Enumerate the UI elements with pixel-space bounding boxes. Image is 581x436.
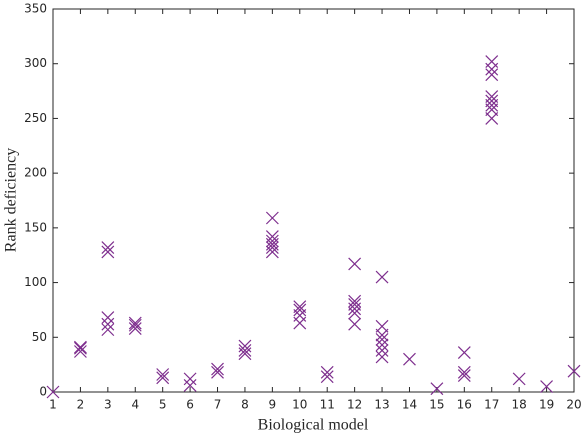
- x-tick-label: 5: [159, 398, 167, 412]
- marker: [348, 294, 362, 308]
- marker: [430, 382, 444, 396]
- marker: [375, 338, 389, 352]
- marker: [320, 370, 334, 384]
- marker: [46, 385, 60, 399]
- marker: [375, 333, 389, 346]
- x-tick-label: 6: [186, 398, 194, 412]
- y-axis-label: Rank deficiency: [3, 148, 20, 252]
- y-tick-label: 100: [24, 275, 47, 289]
- x-tick-label: 7: [214, 398, 222, 412]
- x-tick-label: 18: [512, 398, 527, 412]
- marker: [348, 317, 362, 331]
- plot-frame: [52, 8, 575, 393]
- x-tick-label: 17: [484, 398, 499, 412]
- x-tick-label: 11: [320, 398, 335, 412]
- x-tick-label: 14: [402, 398, 417, 412]
- marker: [238, 343, 252, 357]
- y-tick-label: 150: [24, 220, 47, 234]
- marker: [293, 300, 307, 314]
- y-tick-label: 250: [24, 111, 47, 125]
- marker: [348, 298, 362, 311]
- marker: [128, 322, 142, 335]
- marker: [485, 55, 499, 68]
- x-tick-label: 16: [457, 398, 472, 412]
- x-tick-label: 9: [269, 398, 277, 412]
- x-tick-label: 2: [77, 398, 85, 412]
- marker: [156, 368, 170, 381]
- y-tick-label: 350: [24, 2, 47, 16]
- y-tick-label: 50: [32, 330, 47, 344]
- marker: [567, 364, 581, 378]
- marker: [211, 362, 224, 376]
- marker: [73, 341, 87, 355]
- marker: [375, 343, 389, 357]
- x-tick-label: 13: [374, 398, 389, 412]
- marker: [101, 311, 115, 325]
- marker: [457, 346, 471, 360]
- x-tick-label: 15: [429, 398, 444, 412]
- x-tick-label: 4: [131, 398, 139, 412]
- x-tick-label: 8: [241, 398, 249, 412]
- y-tick-label: 200: [24, 166, 47, 180]
- marker: [512, 372, 526, 386]
- x-tick-label: 12: [347, 398, 362, 412]
- marker: [101, 241, 115, 254]
- marker: [265, 234, 279, 248]
- marker: [485, 90, 499, 103]
- marker: [265, 211, 279, 225]
- x-tick-label: 20: [566, 398, 581, 412]
- marker: [211, 365, 224, 379]
- marker: [101, 317, 115, 331]
- marker: [457, 365, 471, 379]
- x-axis-label: Biological model: [258, 417, 369, 434]
- marker: [73, 345, 87, 358]
- x-tick-label: 1: [49, 398, 57, 412]
- marker: [457, 369, 471, 383]
- marker: [183, 379, 197, 392]
- marker: [375, 270, 389, 284]
- marker: [403, 352, 416, 366]
- marker: [540, 380, 554, 393]
- marker: [238, 339, 252, 353]
- marker: [265, 230, 279, 244]
- marker: [73, 340, 87, 354]
- marker: [485, 94, 499, 108]
- marker: [101, 323, 115, 337]
- marker: [128, 316, 142, 330]
- marker: [156, 371, 170, 385]
- marker: [183, 372, 197, 386]
- marker: [375, 350, 389, 364]
- y-tick-label: 0: [39, 385, 47, 399]
- x-tick-label: 3: [104, 398, 112, 412]
- marker: [101, 245, 115, 259]
- marker: [265, 241, 279, 254]
- marker: [128, 318, 142, 332]
- x-tick-label: 10: [292, 398, 307, 412]
- marker: [485, 68, 499, 82]
- marker: [293, 303, 307, 317]
- marker: [348, 257, 362, 271]
- marker: [320, 365, 334, 379]
- marker: [375, 319, 389, 333]
- x-tick-label: 19: [539, 398, 554, 412]
- y-tick-label: 300: [24, 56, 47, 70]
